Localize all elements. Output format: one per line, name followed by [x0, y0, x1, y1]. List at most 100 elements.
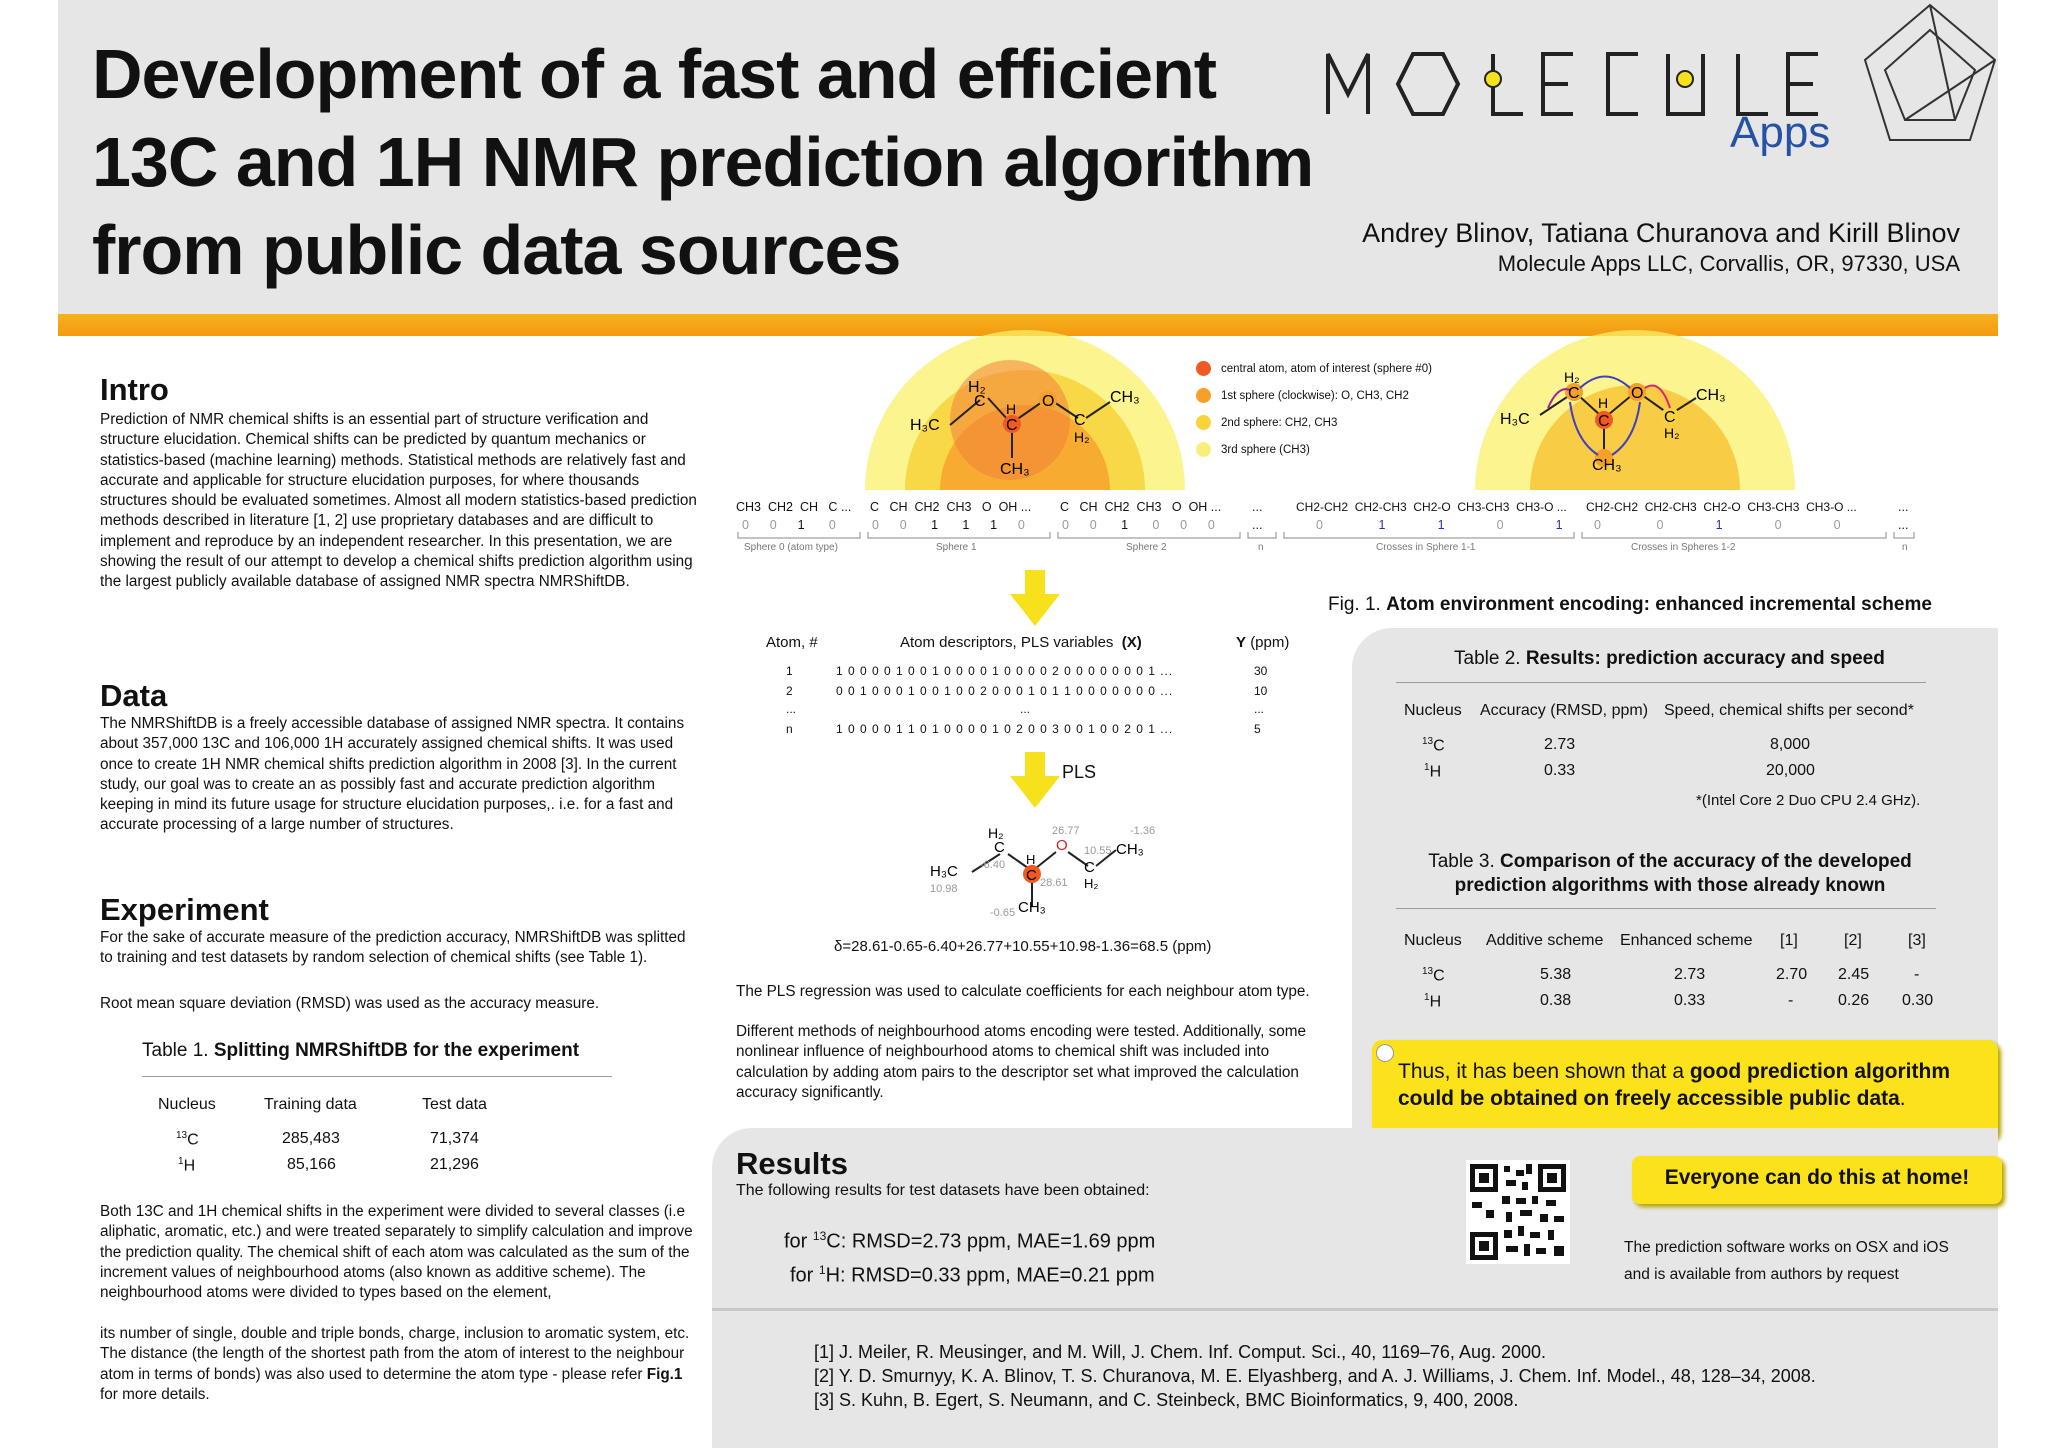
pls-row-desc: 0 0 1 0 0 0 1 0 0 1 0 0 2 0 0 0 1 0 1 1 … [836, 684, 1174, 698]
table1-caption: Table 1. Splitting NMRShiftDB for the ex… [142, 1040, 580, 1061]
table3-cell: 2.45 [1838, 966, 1870, 983]
table1-row-test: 21,296 [430, 1156, 479, 1173]
table2-acc: 2.73 [1544, 736, 1576, 753]
enc-atoms: CH2-CH2 CH2-CH3 CH2-O CH3-CH3 CH3-O ... [1586, 500, 1857, 514]
svg-text:H₃C: H₃C [1500, 411, 1530, 428]
table2-caption: Table 2. Results: prediction accuracy an… [1454, 648, 1885, 669]
svg-text:H₂: H₂ [968, 379, 986, 396]
legend-item: 1st sphere (clockwise): O, CH3, CH2 [1196, 383, 1432, 410]
pls-row-atom: 2 [786, 684, 793, 698]
table3-cell: 0.30 [1902, 992, 1934, 1009]
table2: Nucleus Accuracy (RMSD, ppm) Speed, chem… [1400, 702, 1960, 812]
svg-text:H₂: H₂ [1564, 369, 1580, 385]
pls-header-atom: Atom, # [766, 634, 818, 651]
reference-item: [1] J. Meiler, R. Meusinger, and M. Will… [814, 1342, 1547, 1362]
enc-group-label: n [1902, 542, 1908, 553]
svg-text:O: O [1042, 393, 1054, 410]
results-h: for 1H: RMSD=0.33 ppm, MAE=0.21 ppm [790, 1262, 1155, 1287]
svg-text:H: H [1026, 852, 1035, 867]
title-line-1: Development of a fast and efficient [92, 35, 1217, 113]
table2-nucleus: 13C [1422, 736, 1445, 755]
svg-text:C: C [1568, 385, 1580, 402]
pls-text-1: The PLS regression was used to calculate… [736, 983, 1310, 1000]
table3-cell: 0.26 [1838, 992, 1870, 1009]
enc-atoms: C CH CH2 CH3 O OH ... [1060, 500, 1222, 514]
experiment-text-2: Root mean square deviation (RMSD) was us… [100, 995, 600, 1012]
increment-molecule: H₃C H₂ C H C O C H₂ CH₃ CH₃ 26.77 10.55 … [930, 825, 1155, 919]
table3-header: Additive scheme [1486, 932, 1604, 949]
pls-header-y: Y (ppm) [1236, 634, 1290, 651]
home-text: The prediction software works on OSX and… [1624, 1239, 1949, 1283]
table3-cell: 0.38 [1540, 992, 1572, 1009]
svg-text:CH₃: CH₃ [1696, 387, 1726, 404]
increment-label: -0.65 [990, 907, 1015, 919]
figure1-legend: central atom, atom of interest (sphere #… [1196, 356, 1432, 464]
data-text: The NMRShiftDB is a freely accessible da… [100, 715, 685, 834]
figure1-molecule-spheres: H₃C H₂ C H C O C H₂ CH₃ CH₃ [865, 330, 1185, 490]
results-values: for 13C: RMSD=2.73 ppm, MAE=1.69 ppm for… [784, 1222, 1155, 1289]
svg-text:CH₃: CH₃ [1592, 457, 1622, 474]
qr-code-icon[interactable] [1466, 1160, 1570, 1264]
title-line-2: 13C and 1H NMR prediction algorithm [92, 123, 1314, 201]
pls-row-atom: n [786, 722, 793, 736]
enc-atoms: CH2-CH2 CH2-CH3 CH2-O CH3-CH3 CH3-O ... [1296, 500, 1567, 514]
svg-text:H: H [1006, 401, 1016, 417]
legend-item: central atom, atom of interest (sphere #… [1196, 356, 1432, 383]
pls-row-atom: 1 [786, 664, 793, 678]
pls-row-y: 10 [1254, 684, 1268, 698]
data-heading: Data [100, 678, 168, 713]
table3-header: Nucleus [1404, 932, 1462, 949]
svg-text:H₂: H₂ [1664, 425, 1680, 441]
svg-text:H₂: H₂ [1084, 876, 1098, 891]
pls-row-y: ... [1254, 702, 1265, 716]
down-arrow-icon [1010, 752, 1060, 808]
enc-group-label: Sphere 1 [936, 542, 977, 553]
table3-header: Enhanced scheme [1620, 932, 1753, 949]
table2-speed: 8,000 [1770, 736, 1811, 753]
table3-nucleus: 13C [1422, 966, 1445, 985]
pls-row-y: 30 [1254, 664, 1268, 678]
svg-text:CH₃: CH₃ [1000, 461, 1030, 478]
svg-text:C: C [1084, 859, 1095, 876]
enc-values: 0 0 1 0 0 0 [1062, 518, 1215, 532]
increment-label: 10.55 [1084, 845, 1112, 857]
enc-atoms: C CH CH2 CH3 O OH ... [870, 500, 1032, 514]
svg-text:H: H [1598, 395, 1608, 411]
figure1-molecule-crosses: H₃C H₂ C H C O C H₂ CH₃ CH₃ [1475, 330, 1795, 490]
pls-row-desc: 1 0 0 0 0 1 1 0 1 0 0 0 0 1 0 2 0 0 3 0 … [836, 722, 1174, 736]
table2-note: *(Intel Core 2 Duo CPU 2.4 GHz). [1696, 792, 1921, 809]
enc-group-label: Crosses in Sphere 1-1 [1376, 542, 1476, 553]
svg-text:O: O [1056, 837, 1068, 854]
table1-rule [142, 1076, 612, 1077]
table3-header: [1] [1780, 932, 1798, 949]
svg-text:C: C [1026, 867, 1037, 884]
results-intro: The following results for test datasets … [736, 1182, 1150, 1199]
increment-label: 28.61 [1040, 877, 1068, 889]
svg-text:H₂: H₂ [1074, 429, 1090, 445]
table1-row-nucleus: 13C [176, 1130, 199, 1149]
experiment-text-3: Both 13C and 1H chemical shifts in the e… [100, 1203, 693, 1302]
table1-header-training: Training data [264, 1096, 357, 1113]
table3-cell: 0.33 [1674, 992, 1706, 1009]
table1: Nucleus Training data Test data 13C 285,… [142, 1096, 612, 1176]
pls-table: Atom, # Atom descriptors, PLS variables … [760, 634, 1300, 744]
enc-values: 0 0 1 0 0 [1594, 518, 1841, 532]
table1-header-test: Test data [422, 1096, 487, 1113]
table3: Nucleus Additive scheme Enhanced scheme … [1400, 932, 1980, 1012]
table1-row-training: 85,166 [287, 1156, 336, 1173]
table2-header: Nucleus [1404, 702, 1462, 719]
pls-row-desc: ... [1020, 702, 1031, 716]
title-line-3: from public data sources [92, 211, 901, 289]
svg-text:C: C [994, 839, 1005, 856]
pls-text-2: Different methods of neighbourhood atoms… [736, 1023, 1307, 1101]
down-arrow-icon [1010, 570, 1060, 626]
table2-speed: 20,000 [1766, 762, 1815, 779]
figure1-caption: Fig. 1. Atom environment encoding: enhan… [1328, 594, 1932, 615]
pls-label: PLS [1062, 762, 1097, 782]
table3-caption: Table 3. Comparison of the accuracy of t… [1428, 851, 1912, 896]
svg-text:C: C [1598, 413, 1610, 430]
encoding-brackets [737, 532, 1915, 539]
enc-group-label: Crosses in Spheres 1-2 [1631, 542, 1736, 553]
increment-label: 26.77 [1052, 825, 1080, 837]
references: [1] J. Meiler, R. Meusinger, and M. Will… [814, 1340, 1816, 1412]
